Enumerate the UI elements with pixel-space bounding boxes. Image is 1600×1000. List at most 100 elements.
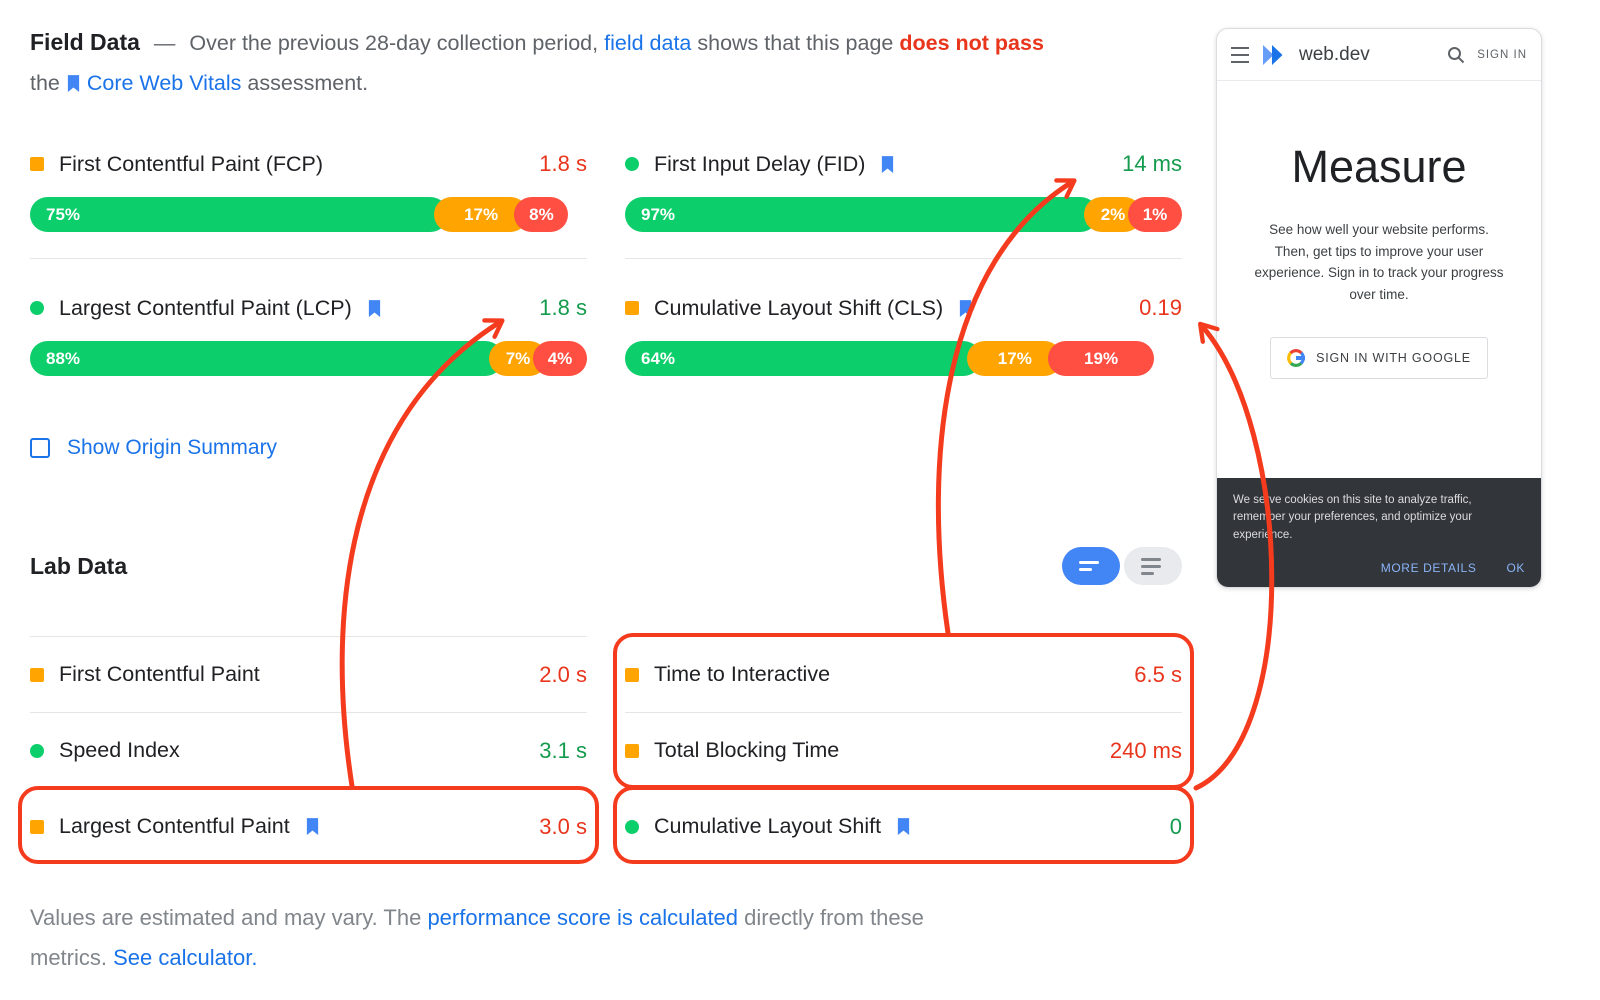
fid-distribution-bar: 97% 2% 1% <box>625 197 1182 232</box>
google-g-icon <box>1287 349 1306 368</box>
lab-row-tbt: Total Blocking Time 240 ms <box>625 712 1182 788</box>
performance-score-link[interactable]: performance score is calculated <box>427 905 739 930</box>
bar-poor-segment: 1% <box>1128 197 1182 232</box>
metric-value: 2.0 s <box>539 661 587 687</box>
description-text: Over the previous 28-day collection peri… <box>189 31 599 55</box>
orange-square-icon <box>30 157 44 171</box>
lab-column-left: First Contentful Paint 2.0 s Speed Index… <box>30 636 587 864</box>
field-metric-cls: Cumulative Layout Shift (CLS) 0.19 64% 1… <box>625 275 1182 402</box>
list-lines-icon <box>1141 571 1154 575</box>
description-text: the <box>30 71 60 95</box>
field-metric-fcp: First Contentful Paint (FCP) 1.8 s 75% 1… <box>30 131 587 259</box>
report-main: Field Data — Over the previous 28-day co… <box>30 22 1182 978</box>
cls-distribution-bar: 64% 17% 19% <box>625 341 1182 376</box>
lab-data-header: Lab Data <box>30 546 1182 586</box>
menu-icon[interactable] <box>1231 44 1249 65</box>
metric-label: First Contentful Paint (FCP) <box>59 151 324 176</box>
bar-poor-segment: 19% <box>1048 341 1154 376</box>
orange-square-icon <box>625 667 639 682</box>
estimate-disclaimer: Values are estimated and may vary. The p… <box>30 898 1110 978</box>
metric-label: Largest Contentful Paint (LCP) <box>59 295 352 320</box>
metric-value: 14 ms <box>1122 151 1182 176</box>
bar-good-segment: 88% <box>30 341 503 376</box>
list-lines-icon <box>1079 561 1099 564</box>
search-icon[interactable] <box>1447 46 1465 64</box>
origin-summary-checkbox[interactable] <box>30 438 50 458</box>
lab-metrics-grid: First Contentful Paint 2.0 s Speed Index… <box>30 636 1182 864</box>
bar-good-segment: 64% <box>625 341 982 376</box>
footer-text: metrics. <box>30 945 107 970</box>
cookie-ok-button[interactable]: OK <box>1506 561 1525 575</box>
phone-header: web.dev SIGN IN <box>1217 29 1541 81</box>
description-text: shows that this page <box>697 31 894 55</box>
measure-title: Measure <box>1291 141 1467 192</box>
field-metrics-grid: First Contentful Paint (FCP) 1.8 s 75% 1… <box>30 131 1182 402</box>
core-web-vitals-link[interactable]: Core Web Vitals <box>86 71 242 95</box>
lab-data-title: Lab Data <box>30 552 128 579</box>
metric-value: 3.1 s <box>539 737 587 763</box>
lab-row-speed-index: Speed Index 3.1 s <box>30 712 587 788</box>
lab-row-fcp: First Contentful Paint 2.0 s <box>30 636 587 712</box>
list-lines-icon <box>1079 568 1092 571</box>
dash-separator: — <box>153 31 176 55</box>
cookie-actions: MORE DETAILS OK <box>1233 561 1525 575</box>
sign-in-with-google-button[interactable]: SIGN IN WITH GOOGLE <box>1270 337 1488 380</box>
bar-good-segment: 75% <box>30 197 448 232</box>
bar-average-segment: 17% <box>433 197 529 232</box>
cookie-text: We serve cookies on this site to analyze… <box>1233 493 1473 542</box>
more-details-button[interactable]: MORE DETAILS <box>1380 561 1477 575</box>
show-origin-summary[interactable]: Show Origin Summary <box>30 436 1182 460</box>
webdev-logo-icon[interactable] <box>1261 44 1287 66</box>
phone-body: Measure See how well your website perfor… <box>1217 141 1541 380</box>
metric-label: Total Blocking Time <box>654 738 840 762</box>
metric-value: 0 <box>1169 813 1182 839</box>
metric-value: 1.8 s <box>539 295 587 320</box>
footer-text: directly from these <box>744 905 924 930</box>
metric-value: 240 ms <box>1109 737 1182 763</box>
metric-value: 6.5 s <box>1134 661 1182 687</box>
green-circle-icon <box>30 743 44 758</box>
metric-value: 1.8 s <box>539 151 587 176</box>
phone-sign-in-link[interactable]: SIGN IN <box>1477 48 1527 61</box>
metrics-view-toggle <box>1062 547 1182 585</box>
bookmark-icon <box>67 75 79 92</box>
outline-list-view-button[interactable] <box>1124 547 1182 585</box>
webdev-logo-text[interactable]: web.dev <box>1299 43 1370 65</box>
footer-text: Values are estimated and may vary. The <box>30 905 422 930</box>
description-text: assessment. <box>247 71 369 95</box>
bar-poor-segment: 8% <box>514 197 569 232</box>
see-calculator-link[interactable]: See calculator. <box>113 945 258 970</box>
list-lines-icon <box>1141 557 1161 561</box>
green-circle-icon <box>30 301 44 315</box>
green-circle-icon <box>625 819 639 834</box>
lab-column-right: Time to Interactive 6.5 s Total Blocking… <box>625 636 1182 864</box>
bookmark-icon <box>960 299 972 317</box>
does-not-pass-text: does not pass <box>899 31 1044 55</box>
bookmark-icon <box>368 299 380 317</box>
metric-label: Time to Interactive <box>654 662 831 686</box>
list-lines-icon <box>1141 564 1161 568</box>
metric-label: First Input Delay (FID) <box>654 151 866 176</box>
bookmark-icon <box>306 818 318 835</box>
bar-poor-segment: 4% <box>533 341 587 376</box>
lcp-distribution-bar: 88% 7% 4% <box>30 341 587 376</box>
fcp-distribution-bar: 75% 17% 8% <box>30 197 587 232</box>
orange-square-icon <box>30 819 44 834</box>
field-data-link[interactable]: field data <box>604 31 692 55</box>
bar-good-segment: 97% <box>625 197 1098 232</box>
field-data-title: Field Data <box>30 29 140 55</box>
lab-row-tti: Time to Interactive 6.5 s <box>625 636 1182 712</box>
metric-value: 3.0 s <box>539 813 587 839</box>
metric-label: Largest Contentful Paint <box>59 814 290 838</box>
metric-label: First Contentful Paint <box>59 662 260 686</box>
origin-summary-label[interactable]: Show Origin Summary <box>67 436 278 459</box>
filled-list-view-button[interactable] <box>1062 547 1120 585</box>
bookmark-icon <box>882 155 894 173</box>
measure-description: See how well your website performs. Then… <box>1254 222 1504 302</box>
lab-row-cls: Cumulative Layout Shift 0 <box>625 788 1182 864</box>
field-metric-lcp: Largest Contentful Paint (LCP) 1.8 s 88%… <box>30 275 587 402</box>
orange-square-icon <box>625 743 639 758</box>
orange-square-icon <box>625 301 639 315</box>
orange-square-icon <box>30 667 44 682</box>
lab-row-lcp: Largest Contentful Paint 3.0 s <box>30 788 587 864</box>
